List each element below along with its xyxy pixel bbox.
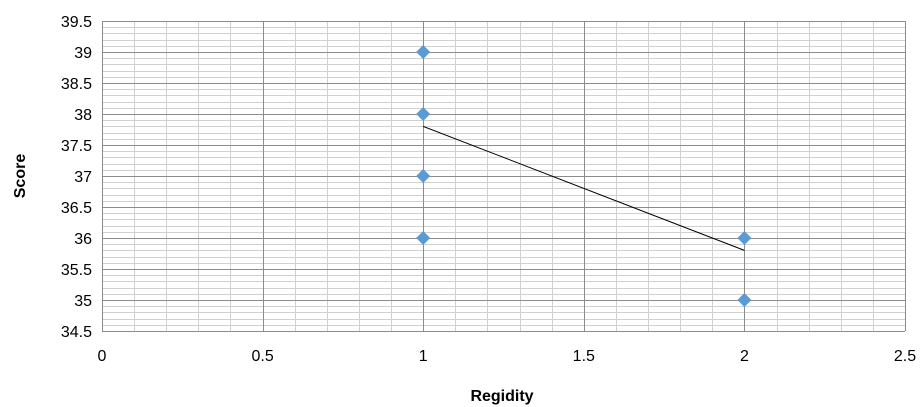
y-tick-label: 38 xyxy=(74,107,92,124)
data-points-layer xyxy=(416,45,752,307)
x-tick-labels: 0 0.5 1 1.5 2 2.5 xyxy=(98,348,917,365)
y-tick-label: 35 xyxy=(74,293,92,310)
data-point-diamond xyxy=(416,107,431,121)
y-tick-label: 36 xyxy=(74,231,92,248)
y-axis-title: Score xyxy=(12,154,29,199)
x-tick-label: 1 xyxy=(419,348,428,365)
data-point-diamond xyxy=(416,169,431,183)
trendline xyxy=(423,125,745,251)
y-tick-label: 37 xyxy=(74,169,92,186)
y-tick-label: 38.5 xyxy=(61,76,92,93)
x-tick-label: 0.5 xyxy=(251,348,273,365)
data-point-diamond xyxy=(737,231,752,245)
data-point-diamond xyxy=(737,293,752,307)
y-tick-labels: 34.5 35 35.5 36 36.5 37 37.5 38 38.5 39 39.5 xyxy=(61,14,92,341)
data-point-diamond xyxy=(416,231,431,245)
data-point-diamond xyxy=(416,45,431,59)
trendline-layer xyxy=(423,125,745,251)
y-tick-label: 36.5 xyxy=(61,200,92,217)
y-tick-label: 34.5 xyxy=(61,324,92,341)
major-gridlines xyxy=(102,21,906,332)
x-tick-label: 2 xyxy=(740,348,749,365)
y-tick-label: 37.5 xyxy=(61,138,92,155)
y-tick-label: 39 xyxy=(74,45,92,62)
y-tick-label: 35.5 xyxy=(61,262,92,279)
x-tick-label: 1.5 xyxy=(573,348,595,365)
x-axis-title: Regidity xyxy=(470,388,533,405)
x-tick-label: 0 xyxy=(98,348,107,365)
x-tick-label: 2.5 xyxy=(894,348,916,365)
y-tick-label: 39.5 xyxy=(61,14,92,31)
